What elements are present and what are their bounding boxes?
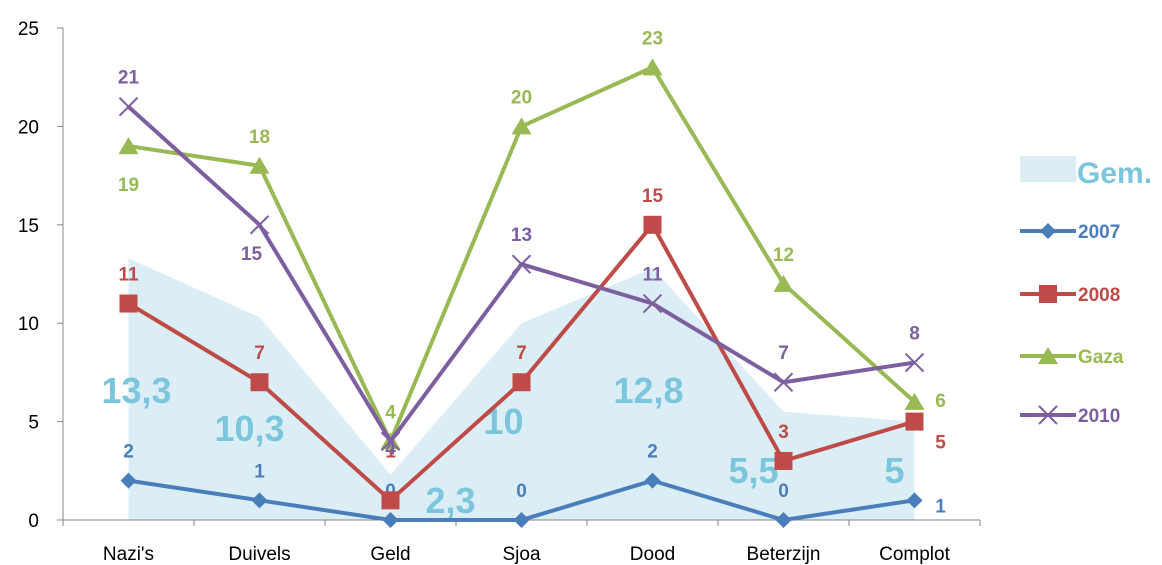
data-point-2010 <box>511 254 532 274</box>
data-point-2007 <box>120 472 137 489</box>
data-label-gaza: 19 <box>118 175 139 196</box>
x-tick-label: Dood <box>630 544 675 565</box>
data-label-2008: 15 <box>642 186 664 207</box>
legend-label-gem: Gem. <box>1077 157 1152 190</box>
area-data-label: 10,3 <box>214 408 284 449</box>
data-point-2010 <box>380 431 401 451</box>
marker-x-stroke <box>642 293 663 314</box>
data-point-2010 <box>904 352 925 373</box>
marker-x-stroke <box>249 215 270 235</box>
data-label-2010: 8 <box>909 324 920 345</box>
legend-label-2010: 2010 <box>1078 406 1120 427</box>
marker-x-stroke <box>773 372 794 392</box>
area-data-label: 5,5 <box>728 450 778 491</box>
data-label-2010: 15 <box>241 244 263 265</box>
data-point-2010 <box>773 372 794 392</box>
data-point-2008 <box>512 373 531 392</box>
data-point-2008 <box>774 451 793 470</box>
area-data-label: 10 <box>483 401 523 442</box>
data-point-2008 <box>119 294 138 313</box>
data-point-2010 <box>118 97 139 117</box>
data-point-2008 <box>250 373 269 392</box>
data-label-2008: 11 <box>118 265 139 286</box>
data-point-gaza <box>249 156 270 174</box>
data-label-2008: 1 <box>385 441 396 462</box>
y-tick-label: 10 <box>18 314 39 335</box>
data-label-gaza: 6 <box>935 391 946 412</box>
legend-swatch-gem <box>1020 156 1076 182</box>
y-tick-label: 20 <box>18 117 39 138</box>
data-label-gaza: 4 <box>385 402 396 423</box>
x-tick-label: Geld <box>370 544 410 565</box>
legend-marker-2010 <box>1038 405 1058 425</box>
data-label-gaza: 18 <box>249 127 270 148</box>
data-point-gaza <box>904 392 925 410</box>
data-point-2007 <box>775 512 792 528</box>
data-point-2010 <box>249 215 270 235</box>
data-point-gaza <box>773 274 794 292</box>
x-tick-label: Duivels <box>228 544 290 565</box>
data-point-2010 <box>642 293 663 314</box>
data-label-2008: 3 <box>778 422 789 443</box>
legend-marker-2007 <box>1040 223 1056 239</box>
data-label-2007: 1 <box>254 461 265 482</box>
data-label-2008: 5 <box>935 433 946 454</box>
x-tick-label: Sjoa <box>502 544 540 565</box>
data-label-2008: 7 <box>254 343 265 364</box>
legend-marker-gaza <box>1038 347 1058 364</box>
data-label-2007: 0 <box>778 481 789 502</box>
data-point-2007 <box>644 472 661 489</box>
x-tick-label: Nazi's <box>103 544 154 565</box>
data-point-2008 <box>643 215 662 234</box>
data-point-2007 <box>382 512 399 528</box>
data-label-2007: 1 <box>935 496 946 517</box>
data-point-2008 <box>381 491 400 510</box>
data-label-2010: 21 <box>118 68 140 89</box>
y-tick-label: 25 <box>18 19 39 40</box>
data-label-2007: 2 <box>647 442 658 463</box>
data-label-gaza: 12 <box>773 245 794 266</box>
data-point-2007 <box>251 492 268 509</box>
marker-x-stroke <box>1038 405 1058 425</box>
data-point-gaza <box>118 137 139 155</box>
marker-x-stroke <box>511 254 532 274</box>
data-point-2007 <box>513 512 530 528</box>
marker-x-stroke <box>904 352 925 373</box>
y-tick-label: 0 <box>28 511 39 532</box>
data-label-gaza: 20 <box>511 87 532 108</box>
x-tick-label: Complot <box>879 544 950 565</box>
legend-label-2008: 2008 <box>1078 285 1120 306</box>
y-tick-label: 5 <box>28 413 39 434</box>
marker-x-stroke <box>118 97 139 117</box>
legend-marker-2008 <box>1039 285 1057 303</box>
data-label-2010: 11 <box>642 265 663 286</box>
legend-label-gaza: Gaza <box>1078 347 1124 368</box>
data-point-2007 <box>906 492 923 509</box>
area-data-label: 5 <box>884 450 904 491</box>
data-point-2008 <box>905 412 924 431</box>
data-label-gaza: 23 <box>642 28 663 49</box>
marker-x-stroke <box>380 431 401 451</box>
x-tick-label: Beterzijn <box>747 544 821 565</box>
area-data-label: 12,8 <box>613 370 683 411</box>
data-label-2008: 7 <box>516 343 527 364</box>
data-label-2007: 0 <box>516 481 527 502</box>
data-label-2010: 4 <box>385 438 396 459</box>
area-data-label: 13,3 <box>101 370 171 411</box>
data-point-gaza <box>511 117 532 135</box>
data-point-gaza <box>642 58 663 76</box>
y-tick-label: 15 <box>18 216 39 237</box>
data-label-2010: 13 <box>511 225 532 246</box>
data-label-2010: 7 <box>778 343 789 364</box>
area-data-label: 2,3 <box>425 480 475 521</box>
legend-label-2007: 2007 <box>1078 222 1120 243</box>
data-label-2007: 2 <box>123 442 134 463</box>
